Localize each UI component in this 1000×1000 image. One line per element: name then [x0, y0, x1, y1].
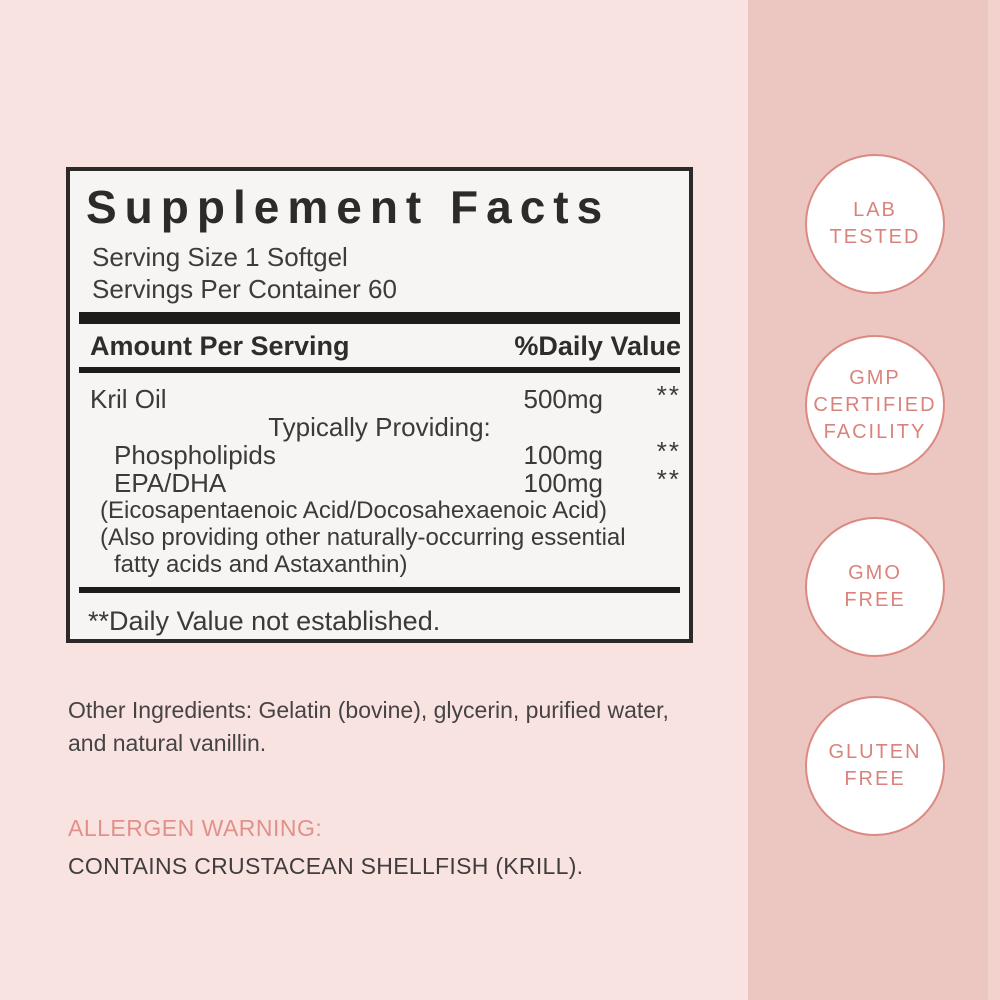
typically-providing-label: Typically Providing: [268, 412, 491, 442]
badge-line: GLUTEN [828, 741, 922, 763]
badge-line: FREE [844, 589, 906, 611]
other-ingredients-line: and natural vanillin. [68, 730, 267, 756]
serving-size: Serving Size 1 Softgel [92, 242, 348, 272]
note-fatty-acids: fatty acids and Astaxanthin) [114, 551, 408, 578]
badge-gmp-certified-facility: GMP CERTIFIED FACILITY [805, 335, 945, 475]
ingredient-name: Kril Oil [90, 384, 167, 414]
note-epa-dha-expansion: (Eicosapentaenoic Acid/Docosahexaenoic A… [100, 497, 607, 524]
facts-header-row: Amount Per Serving %Daily Value [70, 324, 689, 367]
label-footer: Other Ingredients: Gelatin (bovine), gly… [68, 694, 748, 880]
other-ingredients-line: Other Ingredients: Gelatin (bovine), gly… [68, 697, 669, 723]
badge-line: GMO [848, 562, 902, 584]
table-row-epa-dha: EPA/DHA 100mg ** [70, 465, 689, 498]
ingredient-amount: 100mg [523, 440, 604, 470]
badge-line: LAB [853, 199, 897, 221]
table-row-phospholipids: Phospholipids 100mg ** [70, 437, 689, 470]
daily-value-header: %Daily Value [514, 331, 681, 361]
serving-info: Serving Size 1 Softgel Servings Per Cont… [92, 241, 689, 305]
badge-gmo-free: GMO FREE [805, 517, 945, 657]
servings-per-container: Servings Per Container 60 [92, 274, 397, 304]
supplement-facts-panel: Supplement Facts Serving Size 1 Softgel … [66, 167, 693, 643]
allergen-warning-text: CONTAINS CRUSTACEAN SHELLFISH (KRILL). [68, 853, 584, 879]
badge-line: FACILITY [823, 420, 927, 443]
daily-value-footnote: **Daily Value not established. [88, 606, 441, 636]
side-strip-edge [988, 0, 1000, 1000]
badge-line: GMP [849, 366, 901, 389]
ingredient-name: Phospholipids [114, 440, 276, 470]
ingredient-name: EPA/DHA [114, 468, 227, 498]
divider-thin-bar [79, 367, 680, 373]
side-strip [748, 0, 1000, 1000]
divider-thick-bar [79, 312, 680, 324]
badge-gluten-free: GLUTEN FREE [805, 696, 945, 836]
badge-lab-tested: LAB TESTED [805, 154, 945, 294]
allergen-warning-label: ALLERGEN WARNING: [68, 815, 323, 841]
badge-line: FREE [844, 768, 906, 790]
ingredient-daily-value: ** [656, 380, 681, 410]
panel-title: Supplement Facts [86, 181, 611, 233]
ingredient-amount: 100mg [523, 468, 604, 498]
other-ingredients: Other Ingredients: Gelatin (bovine), gly… [68, 694, 748, 760]
ingredient-daily-value: ** [656, 436, 681, 466]
ingredient-daily-value: ** [656, 464, 681, 494]
note-also-providing: (Also providing other naturally-occurrin… [100, 524, 626, 551]
badge-line: TESTED [829, 226, 921, 248]
ingredient-amount: 500mg [523, 384, 604, 414]
table-row-kril-oil: Kril Oil 500mg ** [70, 373, 689, 413]
badge-line: CERTIFIED [813, 393, 937, 416]
amount-per-serving-header: Amount Per Serving [90, 331, 350, 361]
divider-footnote-bar [79, 587, 680, 593]
